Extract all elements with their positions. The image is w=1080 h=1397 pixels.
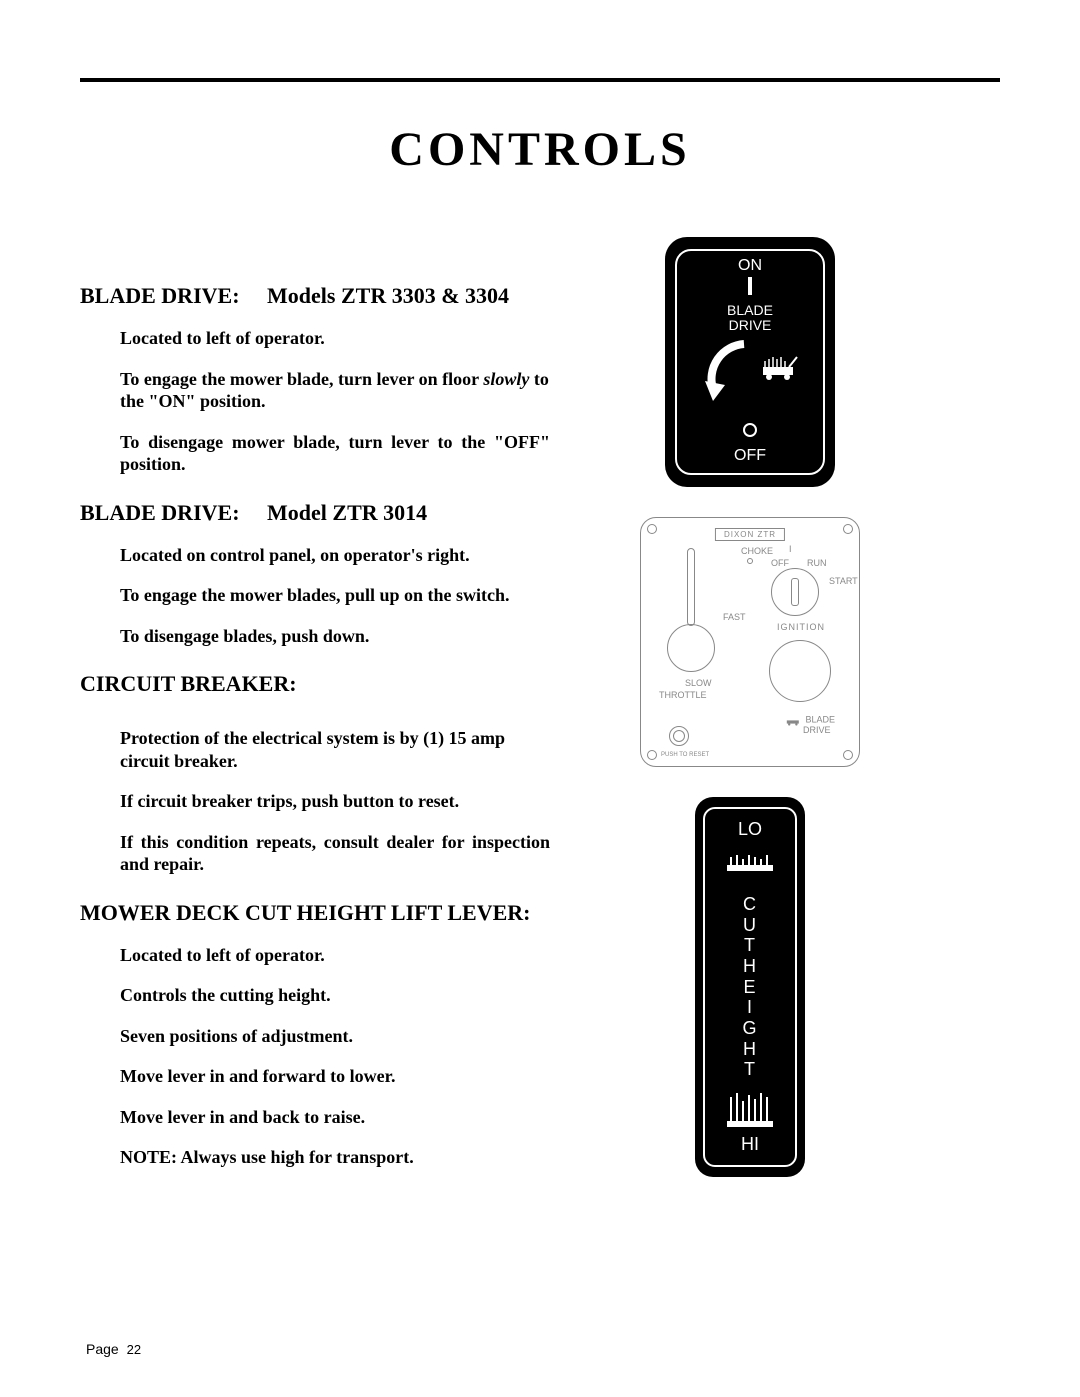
para: To disengage blades, push down.	[120, 625, 550, 648]
height-chars: HEIGHT	[742, 956, 757, 1080]
screw-icon	[843, 524, 853, 534]
page-num-value: 22	[127, 1342, 141, 1357]
section-heading-blade-3014: BLADE DRIVE: Model ZTR 3014	[80, 500, 600, 526]
screw-icon	[647, 750, 657, 760]
heading-label: BLADE DRIVE:	[80, 283, 240, 308]
brand-plate: DIXON ZTR	[715, 528, 785, 541]
cut-height-label-diagram: LO CUT HEIGHT HI	[695, 797, 805, 1177]
heading-label: CIRCUIT BREAKER:	[80, 671, 297, 696]
throttle-slot-icon	[687, 548, 695, 626]
para: To engage the mower blade, turn lever on…	[120, 368, 550, 413]
heading-label: MOWER DECK CUT HEIGHT LIFT LEVER:	[80, 900, 530, 925]
page-label: Page	[86, 1341, 119, 1357]
para: To disengage mower blade, turn lever to …	[120, 431, 550, 476]
section-heading-circuit-breaker: CIRCUIT BREAKER:	[80, 671, 600, 697]
cut-height-text: CUT HEIGHT	[705, 897, 795, 1077]
hi-text: HI	[705, 1134, 795, 1155]
para: Protection of the electrical system is b…	[120, 727, 550, 772]
control-panel-diagram: DIXON ZTR THROTTLE FAST SLOW CHOKE I OFF…	[640, 517, 860, 767]
text-column: BLADE DRIVE: Models ZTR 3303 & 3304 Loca…	[80, 237, 600, 1187]
section-heading-cut-height: MOWER DECK CUT HEIGHT LIFT LEVER:	[80, 900, 600, 926]
blade-text: BLADE	[805, 714, 835, 724]
page-title: CONTROLS	[80, 122, 1000, 177]
slow-label: SLOW	[685, 678, 712, 688]
grass-short-icon	[725, 845, 775, 873]
para: Located to left of operator.	[120, 944, 550, 967]
para-italic: slowly	[483, 369, 529, 389]
page-number: Page 22	[86, 1341, 141, 1357]
para-pre: To engage the mower blade, turn lever on…	[120, 369, 483, 389]
on-bar-icon	[748, 277, 752, 295]
screw-icon	[647, 524, 657, 534]
mower-small-icon	[785, 714, 803, 726]
blade-drive-label: BLADE DRIVE	[785, 714, 835, 735]
ignition-label: IGNITION	[777, 622, 825, 632]
on-text: ON	[677, 257, 823, 275]
para: To engage the mower blades, pull up on t…	[120, 584, 550, 607]
choke-dot-icon	[747, 558, 753, 564]
blade-drive-knob-icon	[769, 640, 831, 702]
lo-text: LO	[705, 819, 795, 840]
throttle-knob-icon	[667, 624, 715, 672]
diagram-column: ON BLADE DRIVE	[630, 237, 870, 1187]
reset-button-inner-icon	[673, 730, 685, 742]
heading-rest: Models ZTR 3303 & 3304	[267, 283, 509, 308]
off-circle-icon	[743, 423, 757, 437]
content-row: BLADE DRIVE: Models ZTR 3303 & 3304 Loca…	[80, 237, 1000, 1187]
diagram-inner: LO CUT HEIGHT HI	[703, 807, 797, 1167]
run-label: RUN	[807, 558, 827, 568]
off-label: OFF	[771, 558, 789, 568]
heading-rest: Model ZTR 3014	[267, 500, 427, 525]
para: Located on control panel, on operator's …	[120, 544, 550, 567]
i-symbol: I	[789, 544, 792, 554]
mower-icon	[761, 351, 801, 381]
page: CONTROLS BLADE DRIVE: Models ZTR 3303 & …	[0, 0, 1080, 1397]
throttle-label: THROTTLE	[659, 690, 707, 700]
diagram-inner: ON BLADE DRIVE	[675, 249, 825, 475]
choke-label: CHOKE	[741, 546, 773, 556]
blade-text: BLADE	[727, 302, 773, 318]
fast-label: FAST	[723, 612, 746, 622]
drive-text: DRIVE	[803, 725, 831, 735]
off-text: OFF	[677, 447, 823, 465]
para: If this condition repeats, consult deale…	[120, 831, 550, 876]
para: Located to left of operator.	[120, 327, 550, 350]
para: Move lever in and back to raise.	[120, 1106, 550, 1129]
start-label: START	[829, 576, 858, 586]
screw-icon	[843, 750, 853, 760]
blade-drive-text: BLADE DRIVE	[677, 303, 823, 334]
para: Move lever in and forward to lower.	[120, 1065, 550, 1088]
ignition-slot-icon	[791, 578, 799, 606]
blade-drive-label-diagram: ON BLADE DRIVE	[665, 237, 835, 487]
para: Seven positions of adjustment.	[120, 1025, 550, 1048]
section-heading-blade-3303: BLADE DRIVE: Models ZTR 3303 & 3304	[80, 283, 600, 309]
arrow-icon	[699, 339, 759, 419]
grass-tall-icon	[725, 1091, 775, 1129]
para: Controls the cutting height.	[120, 984, 550, 1007]
drive-text: DRIVE	[729, 317, 772, 333]
heading-label: BLADE DRIVE:	[80, 500, 240, 525]
para: NOTE: Always use high for transport.	[120, 1146, 550, 1169]
top-rule	[80, 78, 1000, 82]
cut-chars: CUT	[743, 894, 757, 956]
para: If circuit breaker trips, push button to…	[120, 790, 550, 813]
reset-label: PUSH TO RESET	[661, 752, 709, 758]
